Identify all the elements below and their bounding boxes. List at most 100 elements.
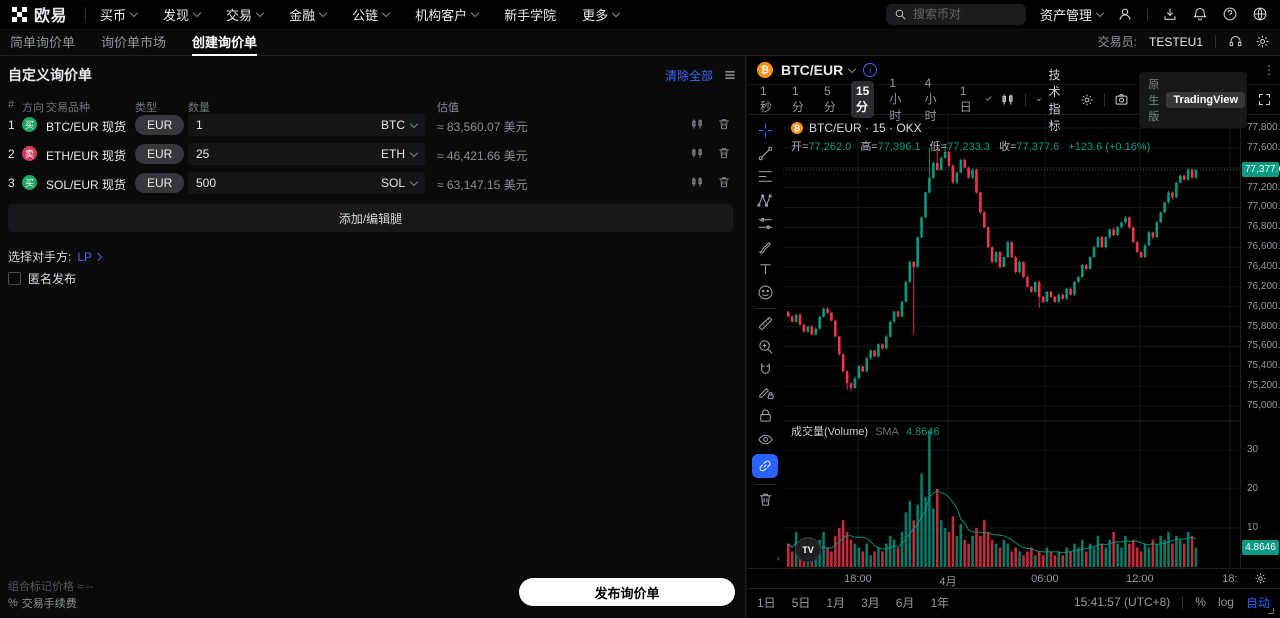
tab-rfq-market[interactable]: 询价单市场 <box>101 35 167 50</box>
okx-logo[interactable]: 欧易 <box>12 2 67 26</box>
ruler-tool[interactable] <box>753 315 777 332</box>
range-3mo[interactable]: 3月 <box>861 595 880 610</box>
tf-1h[interactable]: 1小时 <box>889 75 902 123</box>
text-tool[interactable] <box>753 261 777 278</box>
crosshair-tool[interactable] <box>753 122 777 139</box>
range-1d[interactable]: 1日 <box>757 595 776 610</box>
info-icon[interactable]: i <box>863 63 878 77</box>
amount-input[interactable] <box>196 147 381 161</box>
clear-all-link[interactable]: 清除全部 <box>664 68 713 83</box>
range-5d[interactable]: 5日 <box>791 595 811 610</box>
resize-handle[interactable] <box>1268 608 1274 614</box>
tf-1d[interactable]: 1日 <box>959 84 972 114</box>
log-scale-button[interactable]: log <box>1217 595 1234 609</box>
delete-leg-button[interactable] <box>717 175 731 189</box>
bell-icon <box>1193 7 1207 21</box>
hide-drawings-tool[interactable] <box>753 431 777 448</box>
type-pill[interactable]: EUR <box>135 115 185 135</box>
pattern-tool[interactable] <box>753 192 777 209</box>
candlestick-chart[interactable] <box>783 115 1240 567</box>
counterparty-link[interactable]: LP <box>77 250 103 264</box>
instrument-selector[interactable]: SOL/EUR 现货 <box>46 176 142 193</box>
indicator-settings-button[interactable] <box>1080 93 1094 107</box>
fullscreen-button[interactable] <box>1257 92 1272 107</box>
range-1mo[interactable]: 1月 <box>826 595 846 610</box>
profile-button[interactable] <box>1117 6 1133 22</box>
settings-button[interactable] <box>1255 34 1270 49</box>
emoji-tool[interactable] <box>753 284 777 301</box>
instrument-selector[interactable]: ETH/EUR 现货 <box>46 147 142 164</box>
percent-scale-button[interactable]: % <box>1195 595 1206 609</box>
lock-drawings-tool[interactable] <box>753 407 777 424</box>
pair-selector[interactable]: BTC/EUR <box>781 62 857 78</box>
menu-academy[interactable]: 新手学院 <box>504 7 557 23</box>
currency-selector[interactable]: BTC <box>381 118 419 132</box>
notifications-button[interactable] <box>1192 6 1208 22</box>
mode-native[interactable]: 原生版 <box>1148 78 1160 123</box>
type-pill[interactable]: EUR <box>135 144 185 164</box>
currency-selector[interactable]: SOL <box>381 176 419 190</box>
add-edit-legs-button[interactable]: 添加/编辑腿 <box>8 204 733 232</box>
search-input[interactable] <box>912 7 1013 21</box>
anonymous-checkbox[interactable] <box>8 272 21 285</box>
menu-institutional[interactable]: 机构客户 <box>415 5 480 24</box>
chevron-down-icon[interactable] <box>985 94 992 102</box>
delete-leg-button[interactable] <box>717 146 731 160</box>
tf-15m[interactable]: 15分 <box>851 81 875 118</box>
chart-button[interactable] <box>690 117 704 131</box>
remove-drawings-tool[interactable] <box>753 491 777 508</box>
candle-style-button[interactable] <box>1000 92 1015 107</box>
trader-info: 交易员: TESTEU1 <box>1098 33 1270 50</box>
fibonacci-tool[interactable] <box>753 168 777 185</box>
amount-input[interactable] <box>196 118 381 132</box>
chart-button[interactable] <box>690 146 704 160</box>
indicators-button[interactable]: 技术指标 <box>1036 66 1070 134</box>
range-1y[interactable]: 1年 <box>930 595 950 610</box>
download-app-button[interactable] <box>1162 6 1178 22</box>
valuation: ≈ 63,147.15 美元 <box>437 178 528 192</box>
menu-buy-crypto[interactable]: 买币 <box>100 5 139 24</box>
chart-button[interactable] <box>690 175 704 189</box>
axis-label: 76,400.0 <box>1247 261 1280 272</box>
panel-menu-button[interactable] <box>723 68 737 82</box>
menu-more[interactable]: 更多 <box>582 5 621 24</box>
currency-selector[interactable]: ETH <box>381 147 419 161</box>
menu-discover[interactable]: 发现 <box>163 5 202 24</box>
drawing-mode-tool[interactable] <box>753 384 777 401</box>
menu-trade[interactable]: 交易 <box>226 5 265 24</box>
trendline-tool[interactable] <box>753 145 777 162</box>
menu-chain[interactable]: 公链 <box>352 5 391 24</box>
sync-drawings-tool[interactable] <box>752 453 778 478</box>
mode-tradingview[interactable]: TradingView <box>1166 91 1246 108</box>
assets-menu[interactable]: 资产管理 <box>1040 5 1105 24</box>
brush-tool[interactable] <box>753 238 777 255</box>
auto-scale-button[interactable]: 自动 <box>1245 595 1270 610</box>
magnet-tool[interactable] <box>753 361 777 378</box>
amount-input[interactable] <box>196 176 381 190</box>
forecast-tool[interactable] <box>753 215 777 232</box>
tab-simple-rfq[interactable]: 简单询价单 <box>10 35 76 50</box>
tab-create-rfq[interactable]: 创建询价单 <box>192 28 258 56</box>
help-button[interactable] <box>1222 6 1238 22</box>
language-button[interactable] <box>1252 6 1268 22</box>
screenshot-button[interactable] <box>1114 92 1129 107</box>
tf-4h[interactable]: 4小时 <box>924 75 937 123</box>
panel-more-icon[interactable]: ⋮ <box>1263 63 1276 77</box>
tf-1m[interactable]: 1分 <box>792 84 805 114</box>
tf-5m[interactable]: 5分 <box>824 84 837 114</box>
collapse-toolbar-icon[interactable]: ‹ <box>776 553 780 564</box>
delete-leg-button[interactable] <box>717 117 731 131</box>
zoom-in-tool[interactable] <box>753 338 777 355</box>
range-6mo[interactable]: 6月 <box>895 595 915 610</box>
time-axis[interactable]: 18:00 4月 06:00 12:00 18: <box>747 568 1280 588</box>
menu-finance[interactable]: 金融 <box>289 5 328 24</box>
instrument-selector[interactable]: BTC/EUR 现货 <box>46 118 142 135</box>
type-pill[interactable]: EUR <box>135 173 185 193</box>
price-axis[interactable]: 75,000.0 75,200.0 75,400.0 75,600.0 75,800.0… <box>1240 115 1280 568</box>
tf-1s[interactable]: 1秒 <box>760 84 773 114</box>
search-box[interactable] <box>885 3 1026 25</box>
timezone-settings-button[interactable] <box>1254 572 1267 585</box>
publish-rfq-button[interactable]: 发布询价单 <box>519 578 735 606</box>
support-button[interactable] <box>1228 34 1243 49</box>
chart-canvas[interactable]: ₿ BTC/EUR · 15 · OKX 开=77,262.0 高=77,396… <box>783 115 1240 568</box>
